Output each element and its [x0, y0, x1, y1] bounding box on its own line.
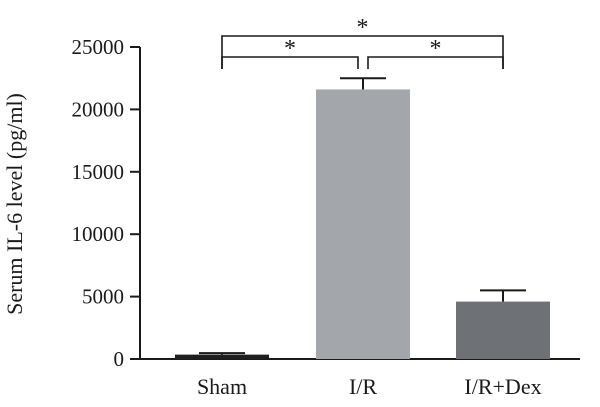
- bar-i-r-dex: [456, 301, 550, 359]
- y-tick-label: 25000: [72, 35, 125, 59]
- significance-star: *: [357, 15, 369, 41]
- significance-bracket: [221, 35, 504, 69]
- significance-star: *: [284, 36, 296, 62]
- x-tick-label: I/R+Dex: [464, 374, 541, 399]
- y-tick-label: 20000: [72, 97, 125, 121]
- x-axis: Sham I/R I/R+Dex: [139, 358, 580, 399]
- bars: [175, 89, 550, 359]
- x-tick-label: Sham: [197, 374, 247, 399]
- significance-star: *: [430, 36, 442, 62]
- y-tick-label: 15000: [72, 160, 125, 184]
- y-tick-label: 5000: [82, 285, 124, 309]
- x-tick-label: I/R: [349, 374, 377, 399]
- error-bars: [199, 77, 526, 355]
- bar-i-r: [316, 89, 410, 359]
- y-axis-label: Serum IL-6 level (pg/ml): [2, 93, 27, 315]
- y-tick-label: 10000: [72, 222, 125, 246]
- y-tick-label: 0: [114, 347, 125, 371]
- bar-sham: [175, 354, 269, 359]
- y-axis: 0 5000 10000 15000 20000 25000: [72, 35, 141, 371]
- significance-brackets: * * *: [221, 15, 504, 69]
